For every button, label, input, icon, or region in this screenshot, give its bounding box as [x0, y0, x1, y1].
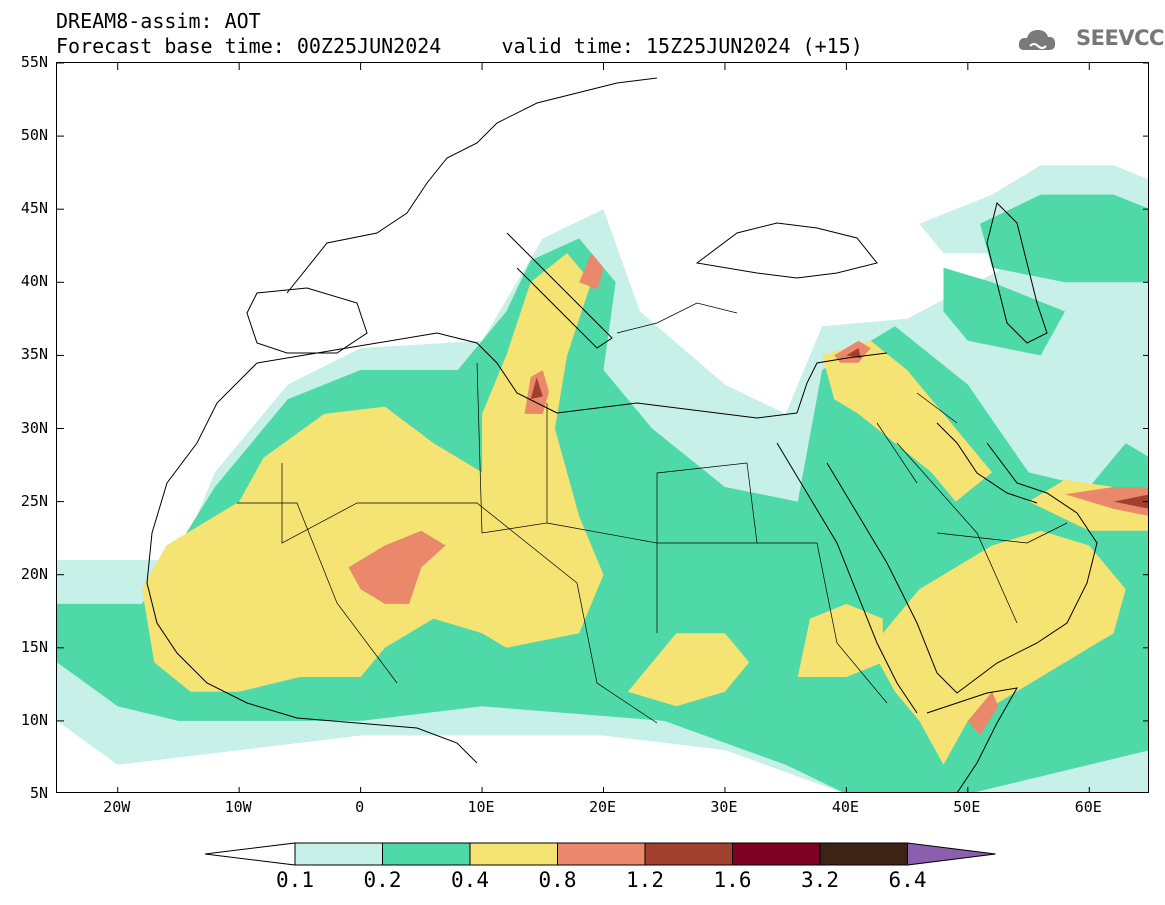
aot-region-1.2-1.6-19 — [1113, 494, 1148, 509]
coastline-black-sea — [695, 222, 878, 279]
coastline-levant — [796, 352, 888, 414]
coastline-horn — [926, 687, 1018, 792]
forecast-times: Forecast base time: 00Z25JUN2024 valid t… — [56, 34, 863, 58]
map-area — [56, 62, 1149, 793]
colorbar-level-label: 1.6 — [713, 868, 752, 892]
aot-region-0.8-1.2-16 — [1065, 487, 1148, 516]
colorbar-swatch-6 — [819, 842, 908, 866]
colorbar-swatch-4 — [644, 842, 733, 866]
aot-region-0.4-0.8-7 — [870, 530, 1126, 765]
coastline-iberia — [246, 287, 368, 354]
lon-label: 50E — [953, 798, 981, 816]
logo-text: SEEVCCC — [1076, 26, 1165, 50]
coastline-arabia — [826, 442, 1098, 694]
aot-region-1.2-1.6-18 — [846, 348, 861, 359]
lon-label: 60E — [1074, 798, 1102, 816]
aot-region-0.4-0.8-6 — [822, 340, 993, 502]
colorbar-swatch-3 — [557, 842, 646, 866]
lat-label: 5N — [29, 784, 48, 802]
lat-label: 30N — [20, 418, 48, 437]
coastline-caspian — [986, 202, 1048, 344]
aot-region-1.2-1.6-17 — [530, 377, 543, 400]
coastline-gulf — [936, 422, 1038, 504]
colorbar-level-label: 0.1 — [276, 868, 314, 892]
aot-region-0.8-1.2-15 — [967, 691, 999, 736]
coastline-west-africa — [146, 362, 478, 764]
colorbar-over-triangle — [907, 842, 996, 866]
coastline-north-africa — [256, 332, 798, 419]
aot-region-0.4-0.8-5 — [142, 253, 604, 692]
colorbar-swatch-1 — [382, 842, 471, 866]
lon-label: 10W — [224, 798, 252, 816]
lon-label: 20E — [588, 798, 617, 816]
colorbar-level-label: 6.4 — [888, 868, 927, 892]
aot-region-0.4-0.8-9 — [627, 633, 750, 707]
lat-label: 20N — [20, 564, 48, 583]
map-title: DREAM8-assim: AOT — [56, 9, 261, 33]
colorbar-level-label: 0.8 — [538, 868, 577, 892]
lat-label: 10N — [20, 710, 48, 729]
coastline-italy — [506, 232, 613, 349]
colorbar-level-label: 0.4 — [451, 868, 489, 892]
lon-label: 10E — [467, 798, 495, 816]
colorbar-under-triangle — [205, 842, 296, 866]
aot-region-0.2-0.4-3 — [980, 194, 1148, 283]
lat-label: 25N — [20, 491, 48, 510]
aot-region-0.8-1.2-11 — [348, 530, 446, 604]
lat-label: 40N — [20, 272, 48, 291]
colorbar-swatch-2 — [469, 842, 558, 866]
aot-region-0.8-1.2-13 — [579, 253, 604, 290]
colorbar-swatch-0 — [294, 842, 383, 866]
aot-map — [57, 63, 1148, 792]
lat-label: 35N — [20, 345, 48, 364]
lon-label: 30E — [710, 798, 738, 816]
lon-label: 0 — [355, 798, 365, 816]
coastline-europe — [286, 77, 658, 294]
aot-region-0.4-0.8-8 — [797, 603, 883, 677]
lat-label: 45N — [20, 199, 48, 218]
lon-label: 40E — [831, 798, 859, 816]
lat-label: 15N — [20, 637, 48, 656]
colorbar-swatch-5 — [732, 842, 821, 866]
cloud-icon — [1018, 30, 1056, 50]
lon-label: 20W — [103, 798, 131, 816]
colorbar-level-label: 1.2 — [626, 868, 664, 892]
lat-label: 55N — [20, 53, 48, 71]
colorbar-level-label: 3.2 — [801, 868, 839, 892]
coastline-red-sea — [776, 442, 918, 714]
lat-label: 50N — [20, 126, 48, 145]
colorbar-level-label: 0.2 — [363, 868, 402, 892]
colorbar — [205, 842, 996, 866]
